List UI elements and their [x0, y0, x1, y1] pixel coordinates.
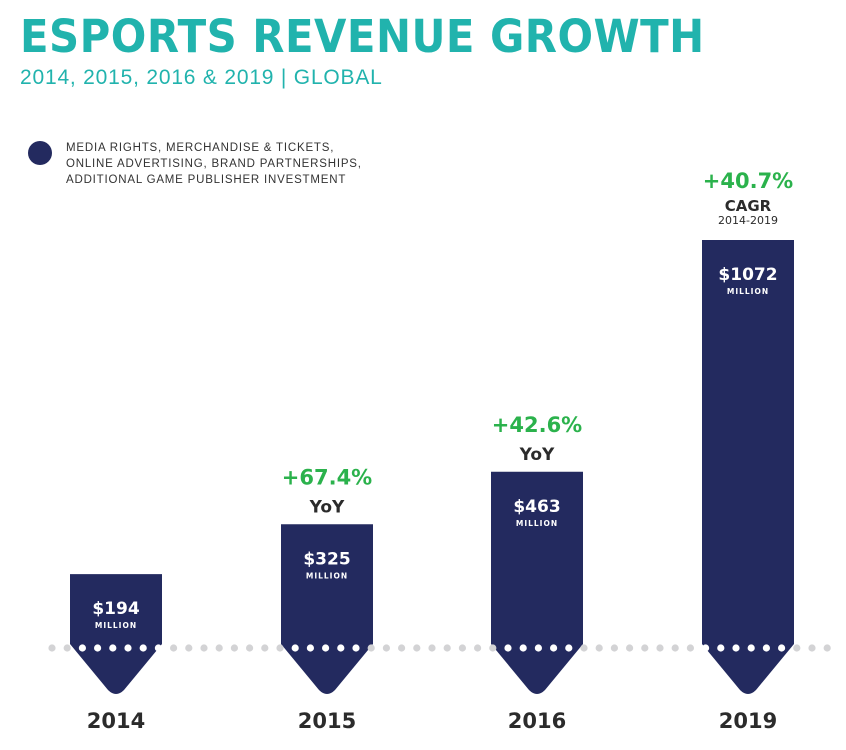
bar-value-label-2015: $325	[303, 549, 350, 569]
x-tick-label-2015: 2015	[298, 709, 356, 733]
x-tick-label-2016: 2016	[508, 709, 566, 733]
baseline-dot	[747, 644, 755, 652]
baseline-dot	[534, 644, 543, 652]
baseline-dot	[109, 644, 117, 652]
chart-subtitle: 2014, 2015, 2016 & 2019 | GLOBAL	[20, 66, 383, 89]
bar-unit-label-2019: MILLION	[727, 287, 769, 296]
annotation-label-2019: CAGR	[725, 197, 772, 215]
baseline-dot	[124, 644, 132, 652]
bar-2015	[281, 524, 373, 694]
baseline-dot	[458, 644, 466, 652]
legend-label: MEDIA RIGHTS, MERCHANDISE & TICKETS, ONL…	[66, 142, 362, 186]
annotation-value-2016: +42.6%	[492, 413, 582, 437]
bar-2014	[70, 574, 162, 694]
baseline-dot	[595, 644, 603, 652]
bar-2019	[702, 240, 794, 694]
legend-swatch-icon	[28, 141, 52, 165]
annotation-value-2015: +67.4%	[282, 465, 372, 489]
baseline-dot	[793, 644, 801, 652]
baseline-dot	[154, 644, 162, 652]
baseline-dot	[185, 644, 193, 652]
baseline-dot	[686, 644, 695, 652]
baseline-dot	[322, 644, 330, 652]
bar-value-label-2014: $194	[92, 599, 139, 619]
baseline-dot	[352, 644, 360, 652]
baseline-dot	[291, 644, 299, 652]
baseline-dot	[762, 644, 771, 652]
x-tick-label-2019: 2019	[719, 709, 777, 733]
baseline-dot	[170, 644, 178, 652]
baseline-dot	[367, 644, 375, 652]
baseline-dot	[443, 644, 451, 652]
baseline-dot	[610, 644, 619, 652]
legend: MEDIA RIGHTS, MERCHANDISE & TICKETS, ONL…	[28, 140, 366, 188]
baseline-dot	[276, 644, 284, 652]
baseline-dot	[671, 644, 679, 652]
baseline-dot	[489, 644, 497, 652]
baseline-dot	[717, 644, 725, 652]
baseline-dot	[565, 644, 573, 652]
baseline-dot	[428, 644, 436, 652]
baseline-dot	[200, 644, 208, 652]
bar-unit-label-2014: MILLION	[95, 621, 137, 630]
annotation-label-2016: YoY	[519, 445, 555, 465]
baseline-dot	[580, 644, 588, 652]
baseline-dot	[702, 644, 710, 652]
bar-value-label-2019: $1072	[718, 265, 777, 285]
baseline-dot	[306, 644, 314, 652]
baseline-dot	[732, 644, 740, 652]
annotation-label-2015: YoY	[309, 497, 345, 517]
annotation-value-2019: +40.7%	[703, 169, 793, 193]
baseline-dot	[382, 644, 390, 652]
baseline-dot	[656, 644, 664, 652]
baseline-dot	[246, 644, 254, 652]
baseline-dot	[337, 644, 345, 652]
baseline-dot	[626, 644, 634, 652]
baseline-dot	[474, 644, 482, 652]
baseline-dot	[641, 644, 649, 652]
baseline-dot	[504, 644, 512, 652]
baseline-dot	[778, 644, 786, 652]
baseline-dot	[550, 644, 558, 652]
bar-2016	[491, 471, 583, 694]
chart-title: ESPORTS REVENUE GROWTH	[20, 10, 705, 63]
baseline-dot	[398, 644, 406, 652]
bar-unit-label-2016: MILLION	[516, 519, 558, 528]
baseline-dot	[261, 644, 269, 652]
annotation-sublabel-2019: 2014-2019	[718, 214, 778, 227]
baseline-dot	[63, 644, 71, 652]
baseline-dot	[78, 644, 86, 652]
baseline-dot	[519, 644, 527, 652]
baseline-dot	[230, 644, 238, 652]
baseline-dot	[139, 644, 147, 652]
baseline-dot	[215, 644, 223, 652]
baseline-dot	[94, 644, 102, 652]
baseline-dot	[48, 644, 56, 652]
bar-value-label-2016: $463	[513, 497, 560, 517]
bar-unit-label-2015: MILLION	[306, 571, 348, 580]
baseline-dot	[413, 644, 421, 652]
baseline-dot	[823, 644, 831, 652]
baseline-dot	[808, 644, 816, 652]
x-tick-label-2014: 2014	[87, 709, 145, 733]
